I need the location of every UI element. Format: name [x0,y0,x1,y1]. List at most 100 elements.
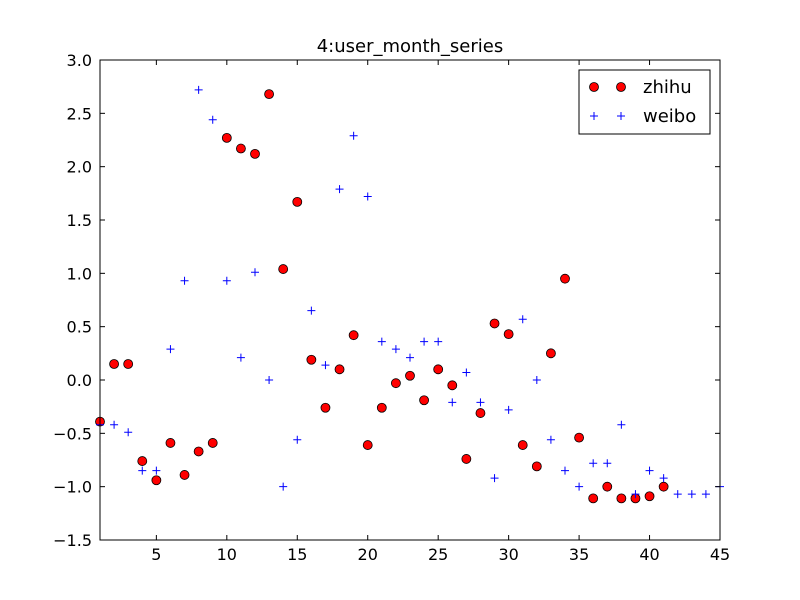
y-tick-label: 0.5 [67,318,92,337]
point-weibo [645,466,654,475]
y-tick-label: 3.0 [67,51,92,70]
point-zhihu [531,461,542,472]
point-weibo [518,315,527,324]
legend-marker-weibo [617,112,625,120]
point-zhihu [348,330,359,341]
point-zhihu [391,378,401,389]
point-zhihu [405,370,415,381]
point-zhihu [320,402,331,413]
point-weibo [546,435,555,444]
point-weibo [279,482,288,491]
point-weibo [687,490,696,499]
point-weibo [617,420,626,429]
x-tick-label: 40 [639,545,659,564]
point-zhihu [376,402,387,413]
point-weibo [448,398,457,407]
point-weibo [434,337,443,346]
point-zhihu [236,143,246,154]
point-zhihu [123,359,134,369]
point-zhihu [489,318,500,329]
point-weibo [138,466,147,475]
point-zhihu [560,273,570,284]
y-tick-label: 1.0 [67,264,92,283]
point-zhihu [517,440,528,450]
point-zhihu [151,475,162,486]
legend-marker-weibo [590,112,598,120]
point-weibo [180,276,189,285]
x-tick-label: 5 [151,545,161,564]
series-zhihu [95,89,669,504]
point-zhihu [109,359,119,369]
point-weibo [391,345,400,354]
point-zhihu [306,354,317,365]
point-zhihu [362,440,373,450]
point-zhihu [250,148,260,159]
point-zhihu [334,364,345,375]
x-tick-label: 45 [710,545,730,564]
point-weibo [110,420,119,429]
point-zhihu [616,493,627,504]
plot-marks [95,85,724,504]
point-weibo [251,268,259,277]
point-zhihu [447,380,458,391]
x-tick-label: 10 [217,545,237,564]
y-tick-label: 1.5 [67,211,92,230]
series-weibo [96,85,724,499]
y-axis-ticks: −1.5 −1.0 −0.5 0.0 0.5 1.0 1.5 2.0 2.5 3.0 [53,51,720,550]
point-zhihu [658,481,669,492]
point-weibo [701,490,710,499]
point-zhihu [433,364,444,375]
plot-area-frame [99,59,721,541]
x-tick-label: 20 [358,545,378,564]
y-tick-label: 2.0 [67,158,92,177]
point-weibo [152,466,161,475]
point-weibo [659,474,668,483]
point-zhihu [546,348,556,359]
point-zhihu [179,470,190,480]
x-tick-label: 30 [498,545,518,564]
point-zhihu [419,395,429,406]
point-weibo [363,192,372,201]
point-zhihu [165,438,176,448]
chart-title: 4:user_month_series [317,36,504,57]
point-zhihu [503,329,514,340]
point-zhihu [137,456,148,466]
point-zhihu [264,89,274,100]
legend-label-zhihu: zhihu [643,77,692,98]
point-weibo [335,185,344,194]
point-weibo [293,435,302,444]
point-weibo [561,466,569,475]
point-zhihu [193,446,204,457]
legend-item-zhihu: zhihu [589,77,692,98]
point-weibo [420,337,429,346]
point-zhihu [574,432,584,443]
point-zhihu [221,132,232,143]
point-zhihu [602,481,613,492]
x-tick-label: 15 [287,545,307,564]
point-weibo [377,337,386,346]
point-weibo [194,85,203,94]
point-zhihu [292,196,303,207]
point-weibo [307,306,316,315]
x-axis-ticks: 5 10 15 20 25 30 35 40 45 [151,60,730,564]
point-weibo [222,276,231,285]
point-weibo [476,398,485,407]
point-zhihu [461,454,472,464]
legend-label-weibo: weibo [643,106,696,127]
point-weibo [504,405,513,414]
y-tick-label: 2.5 [67,104,92,123]
point-weibo [406,353,414,362]
point-weibo [166,345,175,354]
point-weibo [208,115,217,124]
point-weibo [603,459,612,468]
point-weibo [265,376,274,384]
point-weibo [631,490,640,499]
point-weibo [236,353,245,362]
point-weibo [462,368,471,377]
y-tick-label: 0.0 [67,371,92,390]
point-weibo [673,490,682,499]
point-weibo [124,428,133,437]
point-weibo [349,131,358,140]
x-tick-label: 25 [428,545,448,564]
legend-box [578,69,711,135]
